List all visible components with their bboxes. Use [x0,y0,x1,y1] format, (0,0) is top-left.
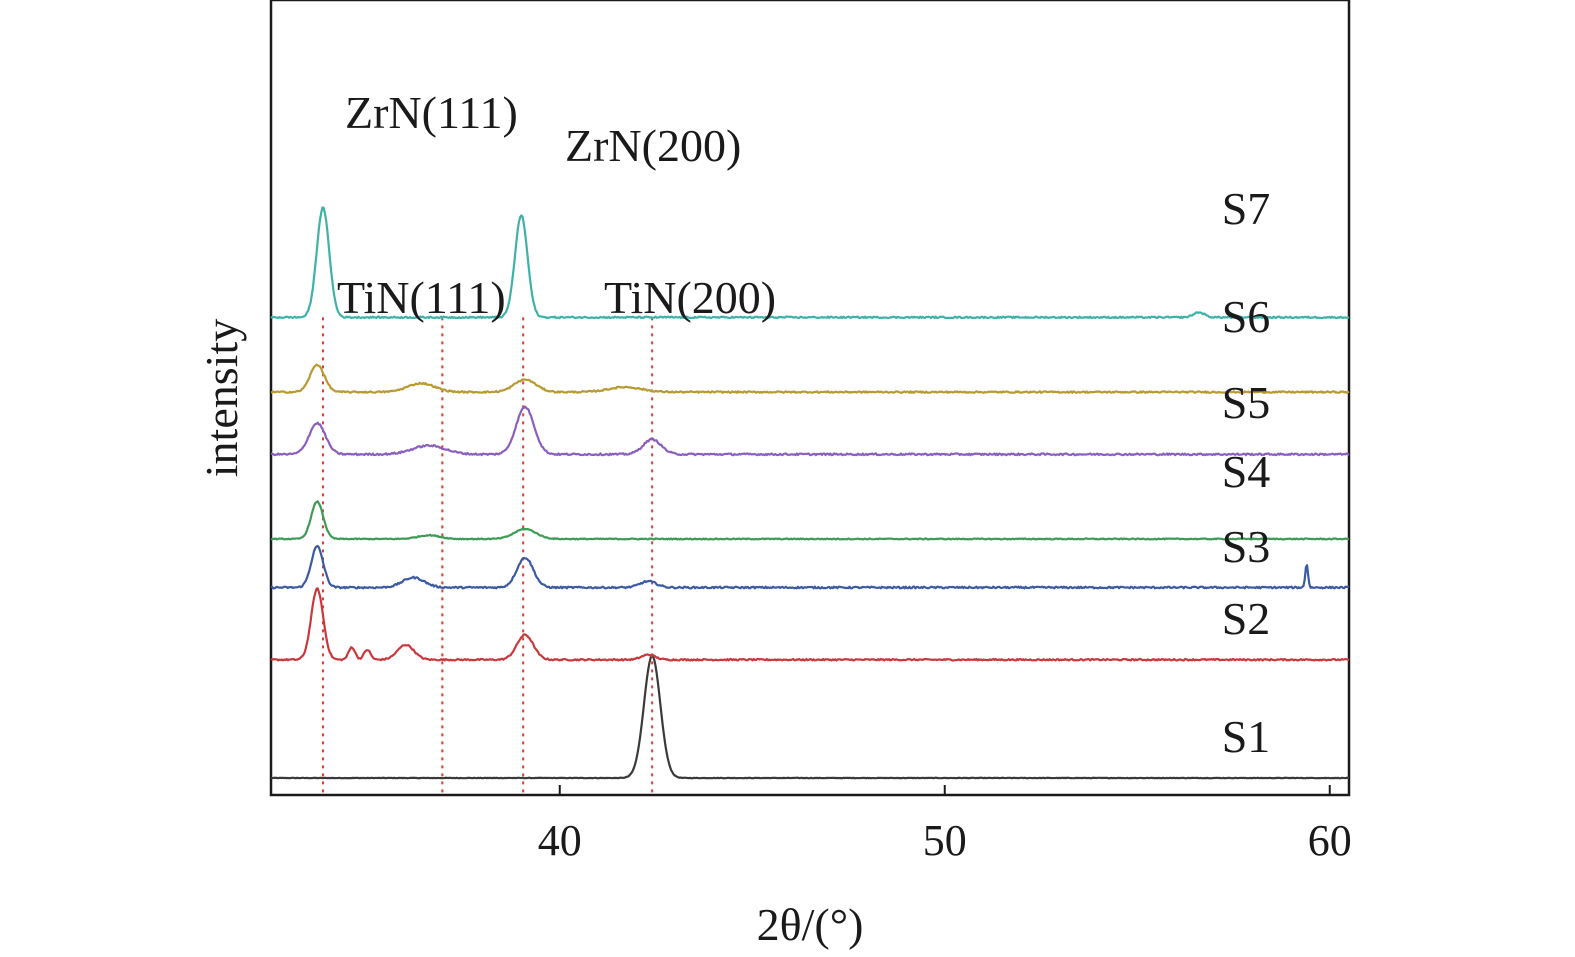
y-axis-title: intensity [196,319,247,477]
series-line-s6 [270,363,1350,394]
x-tick-label-60: 60 [1308,816,1352,865]
series-label-s1: S1 [1222,711,1271,762]
series-line-s7 [270,206,1350,320]
x-tick-label-50: 50 [923,816,967,865]
series-label-s7: S7 [1222,183,1271,234]
series-label-s5: S5 [1222,377,1271,428]
series-line-s1 [270,654,1350,780]
x-axis-ticks: 40 50 60 [538,785,1352,865]
plot-frame [269,0,1351,797]
x-tick-label-40: 40 [538,816,582,865]
series-label-s6: S6 [1222,291,1271,342]
series-line-s2 [270,587,1350,662]
series-label-s2: S2 [1222,593,1271,644]
series-line-s4 [270,500,1350,541]
x-axis-title: 2θ/(°) [757,899,864,950]
series-labels: S1 S2 S3 S4 S5 S6 S7 [1222,183,1271,762]
series-label-s4: S4 [1222,446,1271,497]
series-line-s3 [270,544,1350,590]
peak-label-tin-111: TiN(111) [337,272,506,323]
series-layer [270,206,1350,780]
series-label-s3: S3 [1222,521,1271,572]
series-line-s5 [270,405,1350,457]
peak-label-tin-200: TiN(200) [604,272,776,323]
peak-label-zrn-200: ZrN(200) [565,120,741,171]
peak-label-zrn-111: ZrN(111) [345,87,518,138]
